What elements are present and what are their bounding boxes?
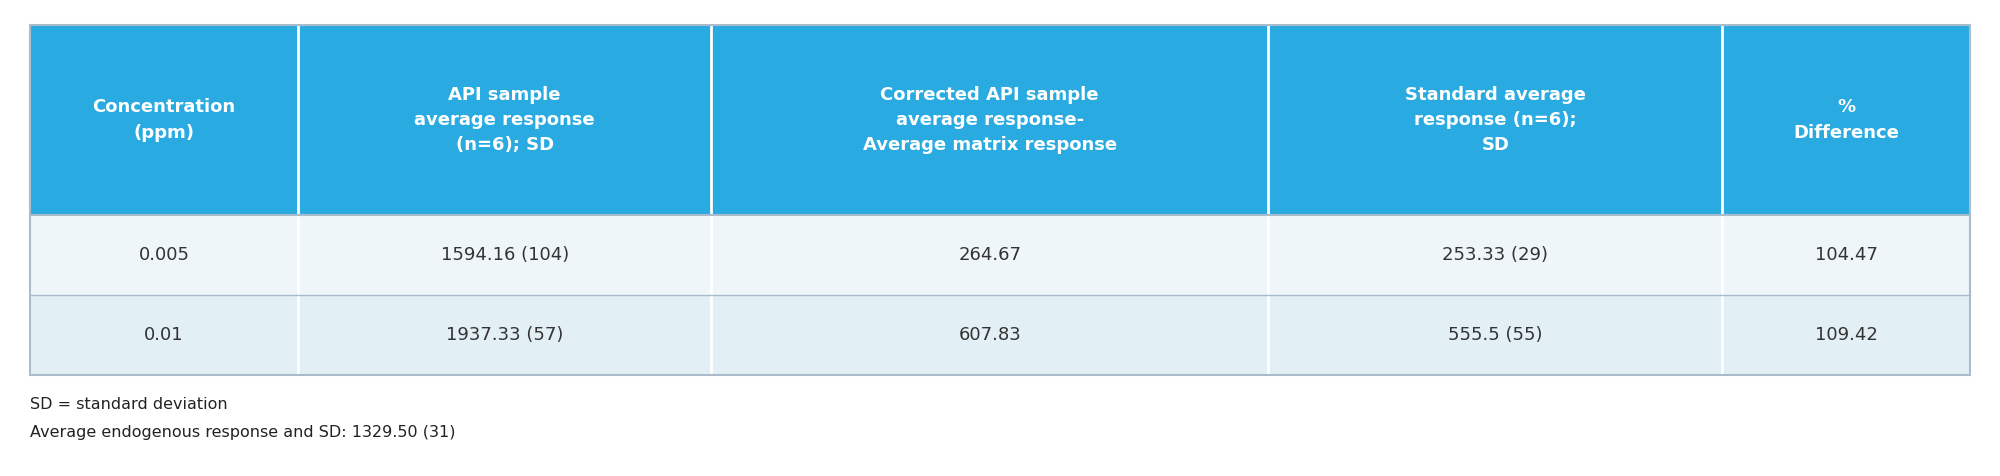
Text: 264.67: 264.67 (958, 246, 1022, 264)
Text: 0.005: 0.005 (138, 246, 190, 264)
Bar (30, 215, 1970, 295)
Text: Average endogenous response and SD: 1329.50 (31): Average endogenous response and SD: 1329… (30, 425, 456, 440)
Text: Standard average
response (n=6);
SD: Standard average response (n=6); SD (1404, 86, 1586, 154)
Text: 104.47: 104.47 (1814, 246, 1878, 264)
Text: %
Difference: % Difference (1794, 99, 1900, 141)
Text: 253.33 (29): 253.33 (29) (1442, 246, 1548, 264)
Text: SD = standard deviation: SD = standard deviation (30, 397, 228, 412)
Bar (30, 25, 1970, 215)
Text: 1937.33 (57): 1937.33 (57) (446, 326, 564, 344)
Bar (30, 25, 1970, 375)
Bar (30, 295, 1970, 375)
Text: Concentration
(ppm): Concentration (ppm) (92, 99, 236, 141)
Text: 1594.16 (104): 1594.16 (104) (440, 246, 568, 264)
Text: Corrected API sample
average response-
Average matrix response: Corrected API sample average response- A… (862, 86, 1116, 154)
Text: 555.5 (55): 555.5 (55) (1448, 326, 1542, 344)
Text: API sample
average response
(n=6); SD: API sample average response (n=6); SD (414, 86, 594, 154)
Text: 607.83: 607.83 (958, 326, 1022, 344)
Text: 109.42: 109.42 (1814, 326, 1878, 344)
Text: 0.01: 0.01 (144, 326, 184, 344)
